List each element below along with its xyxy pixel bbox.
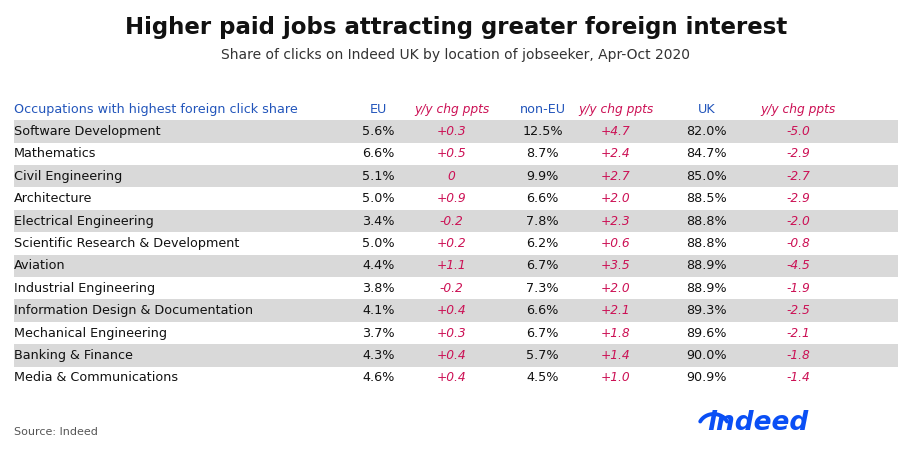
Text: -0.2: -0.2 [439, 214, 463, 228]
Text: 88.9%: 88.9% [686, 259, 726, 273]
Text: +0.5: +0.5 [436, 147, 466, 160]
Text: -2.1: -2.1 [785, 327, 809, 339]
Text: 6.2%: 6.2% [526, 237, 558, 250]
Text: 4.6%: 4.6% [362, 371, 394, 384]
Text: +4.7: +4.7 [600, 125, 630, 138]
Text: +1.0: +1.0 [600, 371, 630, 384]
Text: 9.9%: 9.9% [526, 170, 558, 183]
Text: +3.5: +3.5 [600, 259, 630, 273]
Text: -1.8: -1.8 [785, 349, 809, 362]
Text: 88.5%: 88.5% [686, 192, 726, 205]
Text: 5.0%: 5.0% [362, 237, 394, 250]
Text: Mechanical Engineering: Mechanical Engineering [14, 327, 167, 339]
Text: -2.5: -2.5 [785, 304, 809, 317]
Text: Higher paid jobs attracting greater foreign interest: Higher paid jobs attracting greater fore… [125, 16, 786, 39]
Text: Information Design & Documentation: Information Design & Documentation [14, 304, 252, 317]
Text: 6.6%: 6.6% [526, 304, 558, 317]
Text: -2.9: -2.9 [785, 192, 809, 205]
Text: +2.4: +2.4 [600, 147, 630, 160]
Text: -4.5: -4.5 [785, 259, 809, 273]
Text: non-EU: non-EU [519, 102, 565, 116]
Text: +1.8: +1.8 [600, 327, 630, 339]
Text: 88.8%: 88.8% [686, 237, 726, 250]
Text: Mathematics: Mathematics [14, 147, 96, 160]
Text: +2.3: +2.3 [600, 214, 630, 228]
Text: +0.3: +0.3 [436, 125, 466, 138]
Text: 3.8%: 3.8% [362, 282, 394, 295]
Text: -5.0: -5.0 [785, 125, 809, 138]
Text: 88.9%: 88.9% [686, 282, 726, 295]
Text: Software Development: Software Development [14, 125, 160, 138]
Text: 7.8%: 7.8% [526, 214, 558, 228]
Text: -1.4: -1.4 [785, 371, 809, 384]
Text: Scientific Research & Development: Scientific Research & Development [14, 237, 239, 250]
Text: +1.1: +1.1 [436, 259, 466, 273]
Text: Electrical Engineering: Electrical Engineering [14, 214, 153, 228]
Text: Industrial Engineering: Industrial Engineering [14, 282, 155, 295]
Text: +0.4: +0.4 [436, 349, 466, 362]
Text: 5.0%: 5.0% [362, 192, 394, 205]
Text: Civil Engineering: Civil Engineering [14, 170, 122, 183]
Text: 5.7%: 5.7% [526, 349, 558, 362]
Text: 90.0%: 90.0% [686, 349, 726, 362]
Text: 6.6%: 6.6% [526, 192, 558, 205]
Text: -0.2: -0.2 [439, 282, 463, 295]
Text: 88.8%: 88.8% [686, 214, 726, 228]
Text: Architecture: Architecture [14, 192, 92, 205]
Text: +0.4: +0.4 [436, 371, 466, 384]
Text: +0.3: +0.3 [436, 327, 466, 339]
Text: y/y chg ppts: y/y chg ppts [760, 102, 834, 116]
Text: Occupations with highest foreign click share: Occupations with highest foreign click s… [14, 102, 297, 116]
Text: +1.4: +1.4 [600, 349, 630, 362]
Text: 84.7%: 84.7% [686, 147, 726, 160]
Text: Aviation: Aviation [14, 259, 66, 273]
Text: 7.3%: 7.3% [526, 282, 558, 295]
Text: +0.4: +0.4 [436, 304, 466, 317]
Text: 89.3%: 89.3% [686, 304, 726, 317]
Text: y/y chg ppts: y/y chg ppts [578, 102, 652, 116]
Text: -1.9: -1.9 [785, 282, 809, 295]
Text: EU: EU [369, 102, 387, 116]
Text: Share of clicks on Indeed UK by location of jobseeker, Apr-Oct 2020: Share of clicks on Indeed UK by location… [221, 48, 690, 62]
Text: UK: UK [697, 102, 715, 116]
Text: 4.3%: 4.3% [362, 349, 394, 362]
Text: 3.4%: 3.4% [362, 214, 394, 228]
Text: +2.7: +2.7 [600, 170, 630, 183]
Text: 6.7%: 6.7% [526, 259, 558, 273]
Text: 3.7%: 3.7% [362, 327, 394, 339]
Text: 5.1%: 5.1% [362, 170, 394, 183]
Text: +0.6: +0.6 [600, 237, 630, 250]
Text: 4.1%: 4.1% [362, 304, 394, 317]
Text: 8.7%: 8.7% [526, 147, 558, 160]
Text: 89.6%: 89.6% [686, 327, 726, 339]
Text: -2.0: -2.0 [785, 214, 809, 228]
Text: 4.5%: 4.5% [526, 371, 558, 384]
Text: 0: 0 [447, 170, 455, 183]
Text: Source: Indeed: Source: Indeed [14, 427, 97, 437]
Text: 12.5%: 12.5% [522, 125, 562, 138]
Text: 6.7%: 6.7% [526, 327, 558, 339]
Text: 6.6%: 6.6% [362, 147, 394, 160]
Text: +2.0: +2.0 [600, 192, 630, 205]
Text: +0.9: +0.9 [436, 192, 466, 205]
Text: +2.1: +2.1 [600, 304, 630, 317]
Text: Banking & Finance: Banking & Finance [14, 349, 132, 362]
Text: Media & Communications: Media & Communications [14, 371, 178, 384]
Text: -0.8: -0.8 [785, 237, 809, 250]
Text: 4.4%: 4.4% [362, 259, 394, 273]
Text: +0.2: +0.2 [436, 237, 466, 250]
Text: 90.9%: 90.9% [686, 371, 726, 384]
Text: 85.0%: 85.0% [686, 170, 726, 183]
Text: y/y chg ppts: y/y chg ppts [414, 102, 488, 116]
Text: 82.0%: 82.0% [686, 125, 726, 138]
Text: 5.6%: 5.6% [362, 125, 394, 138]
Text: -2.7: -2.7 [785, 170, 809, 183]
Text: -2.9: -2.9 [785, 147, 809, 160]
Text: indeed: indeed [706, 410, 807, 436]
Text: +2.0: +2.0 [600, 282, 630, 295]
